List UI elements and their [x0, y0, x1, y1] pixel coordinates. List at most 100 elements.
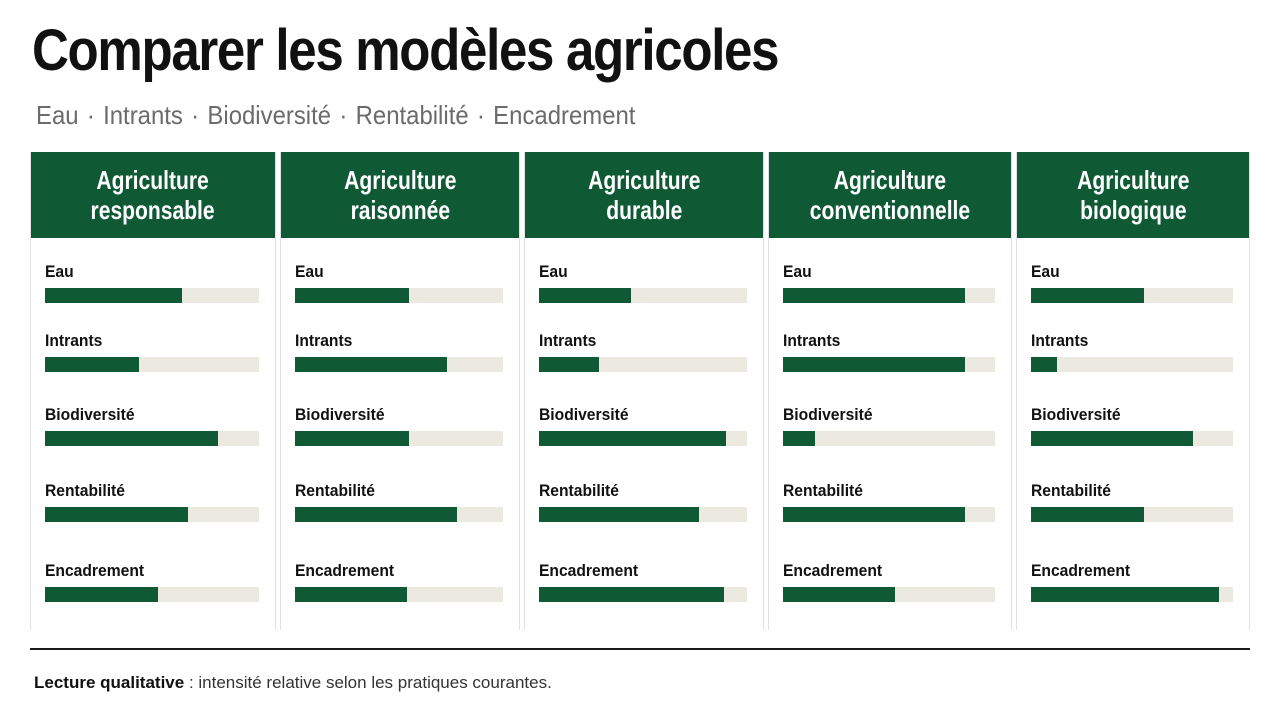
metric-row: Eau [783, 262, 995, 303]
bar-track [539, 431, 747, 446]
bar-fill [295, 587, 408, 602]
bar-track [45, 288, 259, 303]
metric-row: Intrants [539, 331, 747, 372]
metric-label: Eau [783, 262, 812, 281]
metric-label: Rentabilité [539, 481, 619, 500]
model-header: Agriculture biologique [1017, 152, 1249, 238]
bar-fill [295, 288, 410, 303]
bar-fill [295, 507, 458, 522]
metric-row: Eau [45, 262, 259, 303]
metric-row: Rentabilité [1031, 481, 1233, 522]
metric-label: Rentabilité [783, 481, 863, 500]
metric-label: Rentabilité [1031, 481, 1111, 500]
metric-row: Encadrement [295, 561, 503, 602]
bar-fill [539, 587, 725, 602]
subtitle-item-eau: Eau [36, 100, 79, 130]
metric-label: Biodiversité [295, 405, 385, 424]
bar-fill [295, 357, 447, 372]
bar-track [45, 587, 259, 602]
metric-label: Rentabilité [45, 481, 125, 500]
metric-label: Encadrement [295, 561, 395, 580]
bar-fill [45, 507, 189, 522]
metric-row: Rentabilité [295, 481, 503, 522]
metric-label: Encadrement [783, 561, 883, 580]
bar-track [783, 431, 995, 446]
metric-label: Intrants [1031, 331, 1089, 350]
bar-track [45, 357, 259, 372]
model-header-line: Agriculture [833, 165, 947, 195]
metric-row: Rentabilité [783, 481, 995, 522]
metric-label: Eau [295, 262, 324, 281]
bar-track [1031, 357, 1233, 372]
model-header: Agriculture responsable [31, 152, 275, 238]
bar-fill [295, 431, 410, 446]
bar-fill [783, 431, 815, 446]
bar-fill [45, 288, 182, 303]
metric-row: Intrants [45, 331, 259, 372]
model-header-line: Agriculture [343, 165, 457, 195]
model-header: Agriculture conventionnelle [769, 152, 1011, 238]
model-header-line: durable [605, 195, 683, 225]
metric-row: Intrants [783, 331, 995, 372]
model-column: Agriculture raisonnée Eau Intrants Biodivers… [280, 152, 520, 630]
metric-label: Biodiversité [45, 405, 135, 424]
bar-track [295, 288, 503, 303]
metric-row: Eau [539, 262, 747, 303]
bar-fill [1031, 431, 1193, 446]
bar-track [295, 507, 503, 522]
metric-row: Biodiversité [1031, 405, 1233, 446]
metric-label: Intrants [45, 331, 103, 350]
metric-row: Eau [1031, 262, 1233, 303]
metric-row: Intrants [1031, 331, 1233, 372]
model-header: Agriculture durable [525, 152, 763, 238]
bar-track [45, 431, 259, 446]
bar-track [539, 507, 747, 522]
bar-track [1031, 288, 1233, 303]
metric-row: Intrants [295, 331, 503, 372]
metric-row: Rentabilité [45, 481, 259, 522]
metric-row: Biodiversité [295, 405, 503, 446]
bar-track [1031, 587, 1233, 602]
metric-label: Rentabilité [295, 481, 375, 500]
metric-label: Eau [1031, 262, 1060, 281]
bar-fill [539, 357, 600, 372]
model-header: Agriculture raisonnée [281, 152, 519, 238]
model-header-line: biologique [1079, 195, 1187, 225]
bar-fill [45, 431, 219, 446]
bar-track [783, 507, 995, 522]
metric-label: Biodiversité [1031, 405, 1121, 424]
metric-row: Biodiversité [783, 405, 995, 446]
bar-track [295, 587, 503, 602]
bar-track [295, 431, 503, 446]
metric-label: Biodiversité [783, 405, 873, 424]
model-column: Agriculture durable Eau Intrants Biodiversit… [524, 152, 764, 630]
bar-fill [783, 587, 896, 602]
metric-row: Encadrement [1031, 561, 1233, 602]
bar-track [45, 507, 259, 522]
model-header-line: conventionnelle [809, 195, 971, 225]
bar-track [539, 587, 747, 602]
bar-fill [539, 431, 727, 446]
bar-fill [1031, 288, 1145, 303]
subtitle-item-biodiversite: Biodiversité [207, 100, 332, 130]
bar-fill [1031, 587, 1219, 602]
model-header-line: Agriculture [587, 165, 701, 195]
bar-track [783, 357, 995, 372]
bar-track [783, 587, 995, 602]
metric-row: Encadrement [783, 561, 995, 602]
metric-row: Biodiversité [45, 405, 259, 446]
metric-label: Intrants [539, 331, 597, 350]
footnote-text: : intensité relative selon les pratiques… [184, 673, 552, 692]
bar-track [1031, 507, 1233, 522]
bar-track [1031, 431, 1233, 446]
subtitle: Eau · Intrants · Biodiversité · Rentabilité · En… [36, 100, 636, 130]
metric-label: Encadrement [45, 561, 145, 580]
divider [30, 648, 1250, 650]
bar-fill [1031, 357, 1058, 372]
subtitle-item-intrants: Intrants [103, 100, 183, 130]
bar-fill [539, 507, 700, 522]
bar-fill [539, 288, 631, 303]
bar-track [539, 357, 747, 372]
metric-row: Eau [295, 262, 503, 303]
metric-label: Intrants [783, 331, 841, 350]
